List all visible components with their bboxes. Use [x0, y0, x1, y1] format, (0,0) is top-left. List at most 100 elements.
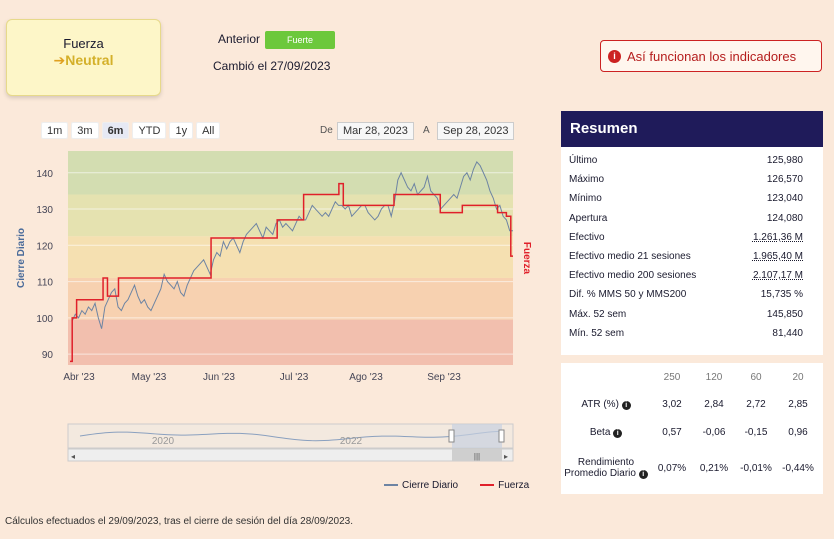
x-tick-label: Sep '23: [427, 372, 461, 383]
navigator-scroll-thumb: [452, 449, 502, 461]
indicators-info-button[interactable]: i Así funcionan los indicadores: [600, 40, 822, 72]
y-axis-label-right: Fuerza: [521, 242, 532, 275]
chart-legend: Cierre Diario Fuerza: [384, 480, 529, 491]
metrics-column-header: 120: [705, 372, 723, 383]
summary-value[interactable]: 2.107,17 M: [752, 270, 803, 282]
strength-value: ➔Neutral: [7, 52, 160, 69]
series-line-fuerza: [70, 182, 513, 363]
info-icon: i: [608, 49, 621, 63]
range-button-1m[interactable]: 1m: [41, 122, 69, 139]
navigator-label: 2020: [152, 436, 175, 447]
y-tick-label: 140: [36, 169, 53, 180]
footnote: Cálculos efectuados el 29/09/2023, tras …: [5, 516, 354, 527]
metrics-value: 2,85: [788, 398, 808, 410]
range-button-1y[interactable]: 1y: [169, 122, 194, 139]
y-axis-label-left: Cierre Diario: [16, 228, 27, 288]
summary-row: Máximo 126,570: [561, 170, 823, 189]
previous-badge: Fuerte: [265, 31, 335, 49]
scroll-grip-icon: |||: [474, 452, 480, 461]
date-from-label: De: [320, 125, 333, 136]
x-tick-label: Ago '23: [349, 372, 383, 383]
summary-value: 81,440: [772, 327, 803, 339]
scroll-right-icon: ▸: [504, 452, 508, 461]
navigator-selection: [452, 424, 502, 448]
range-button-all[interactable]: All: [196, 122, 221, 139]
price-chart: 90 100 110 120 130 140 Abr '23 May '23 Jun '23 Ju…: [16, 151, 532, 462]
summary-label: Dif. % MMS 50 y MMS200: [569, 289, 687, 301]
metrics-column-header: 60: [750, 372, 762, 383]
summary-row: Efectivo 1.261,36 M: [561, 228, 823, 247]
metrics-table: 250 120 60 20 ATR (%) i 3,02 2,84 2,72 2,85 Beta…: [561, 363, 823, 494]
scroll-left-icon: ◂: [71, 452, 75, 461]
strength-value-text: Neutral: [65, 52, 114, 68]
y-tick-label: 120: [36, 241, 53, 252]
summary-label: Mín. 52 sem: [569, 327, 625, 339]
x-tick-label: Jun '23: [203, 372, 235, 383]
summary-label: Efectivo: [569, 231, 605, 243]
summary-row: Máx. 52 sem 145,850: [561, 305, 823, 324]
metrics-value: -0,01%: [740, 462, 772, 474]
metrics-row: Beta i 0,57 -0,06 -0,15 0,96: [561, 424, 823, 440]
summary-label: Apertura: [569, 212, 608, 224]
navigator: [67, 423, 514, 449]
range-button-3m[interactable]: 3m: [71, 122, 99, 139]
chart-band: [68, 236, 513, 278]
metrics-row: ATR (%) i 3,02 2,84 2,72 2,85: [561, 396, 823, 412]
date-to-label: A: [423, 125, 430, 136]
legend-item-cierre[interactable]: Cierre Diario: [384, 480, 458, 491]
summary-row: Último 125,980: [561, 151, 823, 170]
summary-label: Máximo: [569, 174, 605, 186]
summary-value[interactable]: 1.261,36 M: [752, 231, 803, 243]
x-tick-label: Abr '23: [63, 372, 95, 383]
info-icon[interactable]: i: [638, 470, 648, 479]
y-tick-label: 100: [36, 314, 53, 325]
previous-label: Anterior: [218, 32, 261, 46]
metrics-value: -0,44%: [782, 462, 814, 474]
x-tick-label: May '23: [132, 372, 167, 383]
info-icon[interactable]: i: [613, 428, 623, 438]
info-icon[interactable]: i: [621, 400, 631, 410]
navigator-line: [79, 430, 502, 442]
summary-row: Efectivo medio 200 sesiones 2.107,17 M: [561, 266, 823, 285]
summary-value: 145,850: [766, 308, 803, 320]
summary-value: 123,040: [766, 193, 803, 205]
summary-value[interactable]: 1.965,40 M: [752, 250, 803, 262]
y-tick-label: 90: [42, 350, 54, 361]
summary-label: Efectivo medio 21 sesiones: [569, 250, 691, 262]
range-selector: 1m 3m 6m YTD 1y All: [41, 122, 221, 139]
summary-value: 15,735 %: [760, 289, 803, 301]
metrics-column-header: 250: [663, 372, 681, 383]
date-to-input[interactable]: Sep 28, 2023: [437, 122, 515, 140]
chart-band: [68, 319, 513, 365]
summary-row: Apertura 124,080: [561, 209, 823, 228]
summary-panel: Resumen Último 125,980 Máximo 126,570 Mínimo…: [561, 111, 823, 355]
x-tick-label: Jul '23: [280, 372, 309, 383]
y-tick-label: 110: [37, 278, 53, 289]
range-button-ytd[interactable]: YTD: [132, 122, 167, 139]
strength-title: Fuerza: [63, 36, 104, 51]
metrics-value: 0,57: [662, 426, 682, 438]
metrics-column-header: 20: [792, 372, 804, 383]
metrics-value: 2,84: [704, 398, 724, 410]
chart-band: [68, 194, 513, 237]
metrics-value: 2,72: [746, 398, 766, 410]
metrics-value: 0,96: [788, 426, 808, 438]
metrics-row-label: Beta i: [561, 427, 651, 438]
range-button-6m[interactable]: 6m: [101, 122, 130, 139]
date-from-input[interactable]: Mar 28, 2023: [337, 122, 414, 140]
navigator-handle-left: [448, 429, 455, 443]
chart-band: [68, 277, 513, 320]
summary-row: Mínimo 123,040: [561, 189, 823, 208]
metrics-row-label: Rendimiento Promedio Diario i: [561, 457, 651, 479]
strength-card: Fuerza ➔Neutral: [6, 19, 161, 96]
arrow-right-icon: ➔: [53, 52, 66, 68]
metrics-row: Rendimiento Promedio Diario i 0,07% 0,21% -…: [561, 450, 823, 486]
navigator-handle-right: [498, 429, 505, 443]
series-line-cierre: [71, 160, 513, 329]
legend-item-fuerza[interactable]: Fuerza: [480, 480, 529, 491]
metrics-row-label: ATR (%) i: [561, 399, 651, 410]
summary-row: Dif. % MMS 50 y MMS200 15,735 %: [561, 285, 823, 304]
metrics-value: -0,06: [702, 426, 726, 438]
summary-value: 124,080: [766, 212, 803, 224]
metrics-value: 3,02: [662, 398, 682, 410]
